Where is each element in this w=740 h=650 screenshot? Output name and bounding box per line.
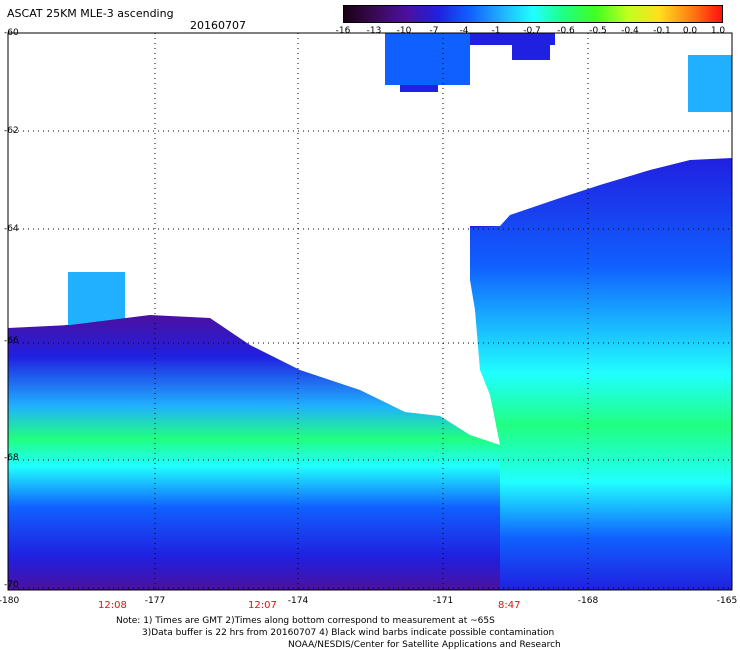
lon-label: -177 [144,596,166,606]
colorbar-tick: 0.0 [682,26,698,36]
time-label: 8:47 [498,600,521,611]
lon-label: -171 [432,596,454,606]
right-swath [470,158,732,590]
lat-label: -60 [4,28,19,38]
note-line-3: NOAA/NESDIS/Center for Satellite Applica… [288,640,561,650]
time-label: 12:08 [98,600,127,611]
lat-label: -70 [4,580,19,590]
colorbar [343,5,723,23]
lon-label: -174 [287,596,309,606]
colorbar-tick: -0.4 [621,26,639,36]
lon-label: -168 [577,596,599,606]
colorbar-tick: -0.1 [653,26,671,36]
top-swath-patch [470,33,555,45]
colorbar-tick: 1.0 [710,26,726,36]
lat-label: -66 [4,336,19,346]
top-right-patch [688,55,732,112]
colorbar-tick: -1 [491,26,501,36]
time-label: 12:07 [248,600,277,611]
note-line-2: 3)Data buffer is 22 hrs from 20160707 4)… [142,628,555,638]
colorbar-tick: -0.7 [523,26,541,36]
left-swath [8,315,500,590]
colorbar-tick: -7 [429,26,439,36]
colorbar-tick: -4 [459,26,469,36]
colorbar-tick: -16 [335,26,351,36]
left-swath-patch [68,272,125,327]
map-frame [7,32,733,591]
map-title: ASCAT 25KM MLE-3 ascending [7,7,174,20]
lat-label: -64 [4,224,19,234]
lat-label: -62 [4,126,19,136]
map-date: 20160707 [190,19,246,32]
colorbar-tick: -10 [396,26,412,36]
colorbar-tick: -0.6 [557,26,575,36]
note-line-1: Note: 1) Times are GMT 2)Times along bot… [116,616,495,626]
lat-label: -68 [4,453,19,463]
top-swath-patch [385,33,470,85]
colorbar-tick: -0.5 [589,26,607,36]
lon-label: -165 [716,596,738,606]
lon-label: -180 [0,596,20,606]
colorbar-tick: -13 [366,26,382,36]
top-swath-patch [512,45,550,60]
